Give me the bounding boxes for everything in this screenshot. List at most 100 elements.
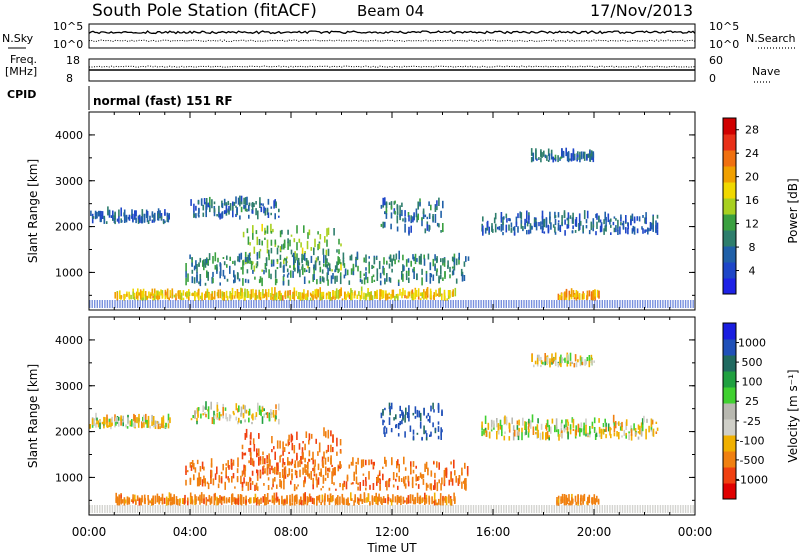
echo-cell: [185, 465, 187, 473]
echo-cell: [643, 415, 645, 423]
echo-cell: [423, 407, 425, 416]
echo-cell: [199, 257, 202, 263]
echo-cell: [216, 404, 219, 412]
echo-cell: [376, 481, 378, 486]
power-panel-frame: [88, 111, 696, 311]
echo-cell: [99, 300, 101, 308]
echo-cell: [607, 423, 610, 432]
echo-cell: [427, 419, 430, 422]
echo-cell: [232, 300, 235, 308]
echo-cell: [381, 290, 383, 299]
echo-cell: [195, 260, 197, 269]
echo-cell: [506, 218, 508, 223]
echo-cell: [531, 225, 533, 229]
colorbar-tick-label: 500: [742, 356, 763, 369]
echo-cell: [359, 295, 362, 301]
echo-cell: [542, 361, 544, 365]
colorbar-swatch: [723, 150, 736, 167]
echo-cell: [596, 213, 598, 220]
echo-cell: [104, 417, 106, 425]
echo-cell: [490, 428, 493, 432]
echo-cell: [272, 468, 274, 474]
echo-cell: [515, 300, 518, 308]
colorbar-swatch: [723, 387, 736, 404]
echo-cell: [236, 498, 238, 505]
echo-cell: [651, 430, 654, 436]
echo-cell: [164, 212, 166, 216]
echo-cell: [313, 498, 315, 503]
echo-cell: [503, 300, 505, 308]
echo-cell: [344, 300, 346, 308]
echo-cell: [557, 429, 560, 437]
echo-cell: [294, 267, 296, 272]
echo-cell: [108, 209, 111, 216]
echo-cell: [226, 296, 229, 301]
echo-cell: [101, 421, 104, 425]
echo-cell: [240, 412, 242, 417]
echo-cell: [203, 475, 205, 484]
echo-cell: [308, 450, 311, 457]
echo-cell: [618, 432, 620, 440]
echo-cell: [615, 228, 617, 233]
echo-cell: [634, 300, 636, 308]
echo-cell: [561, 148, 563, 157]
echo-cell: [605, 218, 607, 227]
echo-cell: [409, 505, 412, 513]
echo-cell: [327, 494, 329, 502]
echo-cell: [567, 421, 569, 426]
echo-cell: [422, 300, 424, 308]
echo-cell: [182, 505, 184, 513]
echo-cell: [416, 258, 418, 262]
echo-cell: [115, 417, 117, 424]
echo-cell: [406, 412, 409, 419]
echo-cell: [216, 412, 219, 420]
echo-cell: [551, 418, 554, 424]
echo-cell: [426, 221, 429, 225]
colorbar-swatch: [723, 339, 736, 356]
echo-cell: [186, 292, 188, 297]
echo-cell: [533, 300, 535, 308]
echo-cell: [638, 216, 641, 222]
echo-cell: [636, 505, 639, 513]
echo-cell: [614, 421, 617, 429]
echo-cell: [436, 268, 438, 273]
colorbar-tick-label: 25: [745, 395, 759, 408]
echo-cell: [411, 289, 414, 298]
echo-cell: [581, 293, 584, 300]
echo-cell: [389, 406, 391, 413]
echo-cell: [300, 461, 303, 465]
echo-cell: [425, 497, 428, 504]
echo-cell: [251, 202, 254, 212]
echo-cell: [132, 213, 134, 222]
echo-cell: [442, 300, 444, 308]
echo-cell: [287, 290, 289, 296]
echo-cell: [533, 222, 536, 227]
echo-cell: [558, 300, 561, 308]
echo-cell: [362, 473, 365, 476]
echo-cell: [310, 496, 312, 502]
echo-region: [481, 210, 659, 236]
echo-cell: [236, 289, 239, 298]
echo-cell: [244, 278, 247, 283]
echo-cell: [327, 444, 330, 452]
echo-cell: [390, 212, 393, 219]
echo-cell: [414, 289, 417, 298]
echo-cell: [384, 197, 386, 206]
echo-cell: [270, 259, 273, 264]
echo-cell: [339, 272, 342, 277]
echo-cell: [557, 362, 560, 368]
echo-cell: [441, 294, 443, 301]
echo-cell: [404, 483, 407, 489]
echo-cell: [270, 409, 272, 414]
echo-cell: [373, 279, 376, 282]
echo-cell: [382, 466, 384, 469]
echo-cell: [422, 505, 424, 513]
echo-cell: [422, 474, 425, 479]
echo-cell: [508, 429, 511, 433]
echo-cell: [297, 267, 299, 274]
echo-cell: [372, 483, 375, 490]
echo-cell: [356, 497, 359, 504]
echo-cell: [339, 461, 341, 465]
echo-cell: [485, 430, 488, 437]
echo-cell: [357, 486, 359, 491]
